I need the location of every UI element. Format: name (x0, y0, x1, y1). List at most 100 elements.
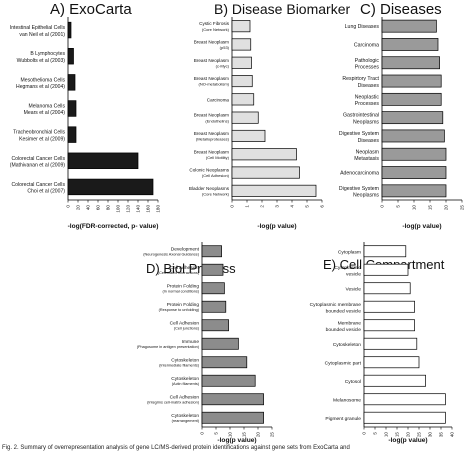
category-label: Breast Neoplasm (194, 131, 229, 136)
category-sublabel: Mears et al (2004) (24, 110, 66, 116)
bar (67, 48, 74, 65)
category-label: Breast Neoplasm (194, 149, 229, 154)
x-tick-label: 1 (245, 205, 250, 208)
category-sublabel: (Integrins cell-matrix adhesion) (147, 401, 200, 405)
category-sublabel: bounded vesicle (326, 327, 362, 333)
x-tick-label: 6 (320, 205, 325, 208)
category-sublabel: Neoplasms (353, 119, 379, 125)
bar (363, 356, 420, 369)
x-tick-label: 10 (228, 432, 233, 438)
category-sublabel: (Mathivanan et al (2009) (10, 162, 66, 168)
x-tick-label: 3 (275, 205, 280, 208)
bar (381, 19, 437, 33)
x-axis-label: -log(p value) (217, 437, 256, 444)
bar (201, 356, 248, 369)
bar (381, 184, 447, 198)
category-label: Tracheobronchial Cells (13, 130, 65, 136)
bar (381, 38, 439, 51)
category-label: Breast Neoplasm (194, 39, 229, 44)
x-tick-label: 4 (290, 205, 295, 208)
category-label: Colonic Neoplasms (189, 168, 229, 173)
category-label: Cell Adhesion (170, 265, 200, 271)
x-axis-label: -log(p value) (257, 223, 296, 230)
category-sublabel: bounded vesicle (326, 308, 362, 314)
category-label: Development (171, 246, 200, 252)
category-label: Breast Neoplasm (194, 58, 229, 63)
category-label: Melanoma Cells (28, 104, 65, 110)
category-sublabel: Metastasis (354, 156, 379, 162)
bar (363, 245, 407, 258)
category-label: Cytoplasm (338, 249, 361, 255)
category-label: Adenocarcinoma (340, 171, 379, 177)
category-label: Neoplastic (355, 94, 380, 100)
category-sublabel: (Neurogenesis Axonal Guidance) (143, 253, 199, 257)
x-tick-label: 60 (96, 205, 101, 211)
bar (231, 56, 252, 69)
bar (201, 393, 264, 406)
x-tick-label: 0 (66, 205, 71, 208)
x-tick-label: 160 (146, 205, 151, 213)
x-tick-label: 0 (200, 432, 205, 435)
category-label: Melanosome (333, 397, 361, 403)
bar (67, 21, 72, 39)
x-tick-label: 15 (242, 432, 247, 438)
bar (381, 56, 440, 70)
x-tick-label: 5 (373, 432, 378, 435)
x-tick-label: 25 (270, 432, 275, 438)
bar (67, 178, 154, 196)
bar (231, 111, 259, 124)
category-sublabel: van Neil et al (2001) (19, 32, 65, 38)
bar (201, 319, 229, 332)
category-label: Cytoskeleton (333, 342, 362, 348)
x-axis-label: -log(FDR-corrected, p- value) (68, 223, 159, 230)
bar (67, 126, 77, 143)
bar (363, 300, 415, 313)
bar (381, 92, 442, 106)
bar (381, 111, 444, 125)
bar (201, 263, 224, 276)
category-label: Cytoplasmic (334, 265, 361, 271)
x-tick-label: 15 (428, 205, 433, 211)
bar (381, 129, 445, 143)
category-sublabel: (Cell Motility) (206, 155, 230, 160)
x-tick-label: 100 (116, 205, 121, 213)
category-label: Protein Folding (167, 283, 200, 289)
bar (363, 374, 426, 387)
category-sublabel: (Cell junctions) (174, 327, 200, 331)
category-sublabel: vesicle (346, 271, 361, 277)
bar (363, 411, 446, 424)
category-sublabel: Processes (355, 101, 380, 107)
category-label: Breast Neoplasm (194, 76, 229, 81)
x-tick-label: 10 (412, 205, 417, 211)
x-axis-label: -log(p value) (402, 223, 441, 230)
x-tick-label: 15 (395, 432, 400, 438)
category-label: Cell Adhesion (170, 394, 200, 400)
category-label: Membrane (338, 320, 362, 326)
category-sublabel: (Cell-matrix interactions) (158, 271, 200, 275)
bar (363, 319, 415, 332)
category-sublabel: (In normal conditions) (162, 290, 199, 294)
x-tick-label: 0 (380, 205, 385, 208)
category-sublabel: (c-Myc) (216, 63, 230, 68)
x-tick-label: 40 (450, 432, 455, 438)
bar (231, 148, 297, 161)
panel-exocarta: A) ExoCarta Intestinal Epithelial Cellsva… (10, 1, 161, 230)
category-label: Carcinoma (207, 97, 230, 102)
category-label: Respirtory Tract (342, 76, 379, 82)
bar (381, 74, 442, 88)
category-label: Protein Folding (167, 302, 200, 308)
x-tick-label: 25 (460, 205, 465, 211)
category-label: Vesicle (346, 286, 362, 292)
category-label: Cystic Fibrosis (199, 21, 230, 26)
x-tick-label: 0 (230, 205, 235, 208)
category-sublabel: (Metalloproteases) (196, 137, 230, 142)
x-tick-label: 180 (156, 205, 161, 213)
category-label: Bladder Neoplasms (189, 186, 230, 191)
x-tick-label: 0 (362, 432, 367, 435)
category-label: Colorectal Cancer Cells (11, 156, 65, 162)
category-sublabel: (Actin filaments) (172, 382, 200, 386)
category-label: Cytoplasmic membrane (310, 302, 362, 308)
category-label: Digestive System (339, 186, 379, 192)
panel-title: C) Diseases (360, 1, 442, 18)
bar (201, 374, 256, 387)
